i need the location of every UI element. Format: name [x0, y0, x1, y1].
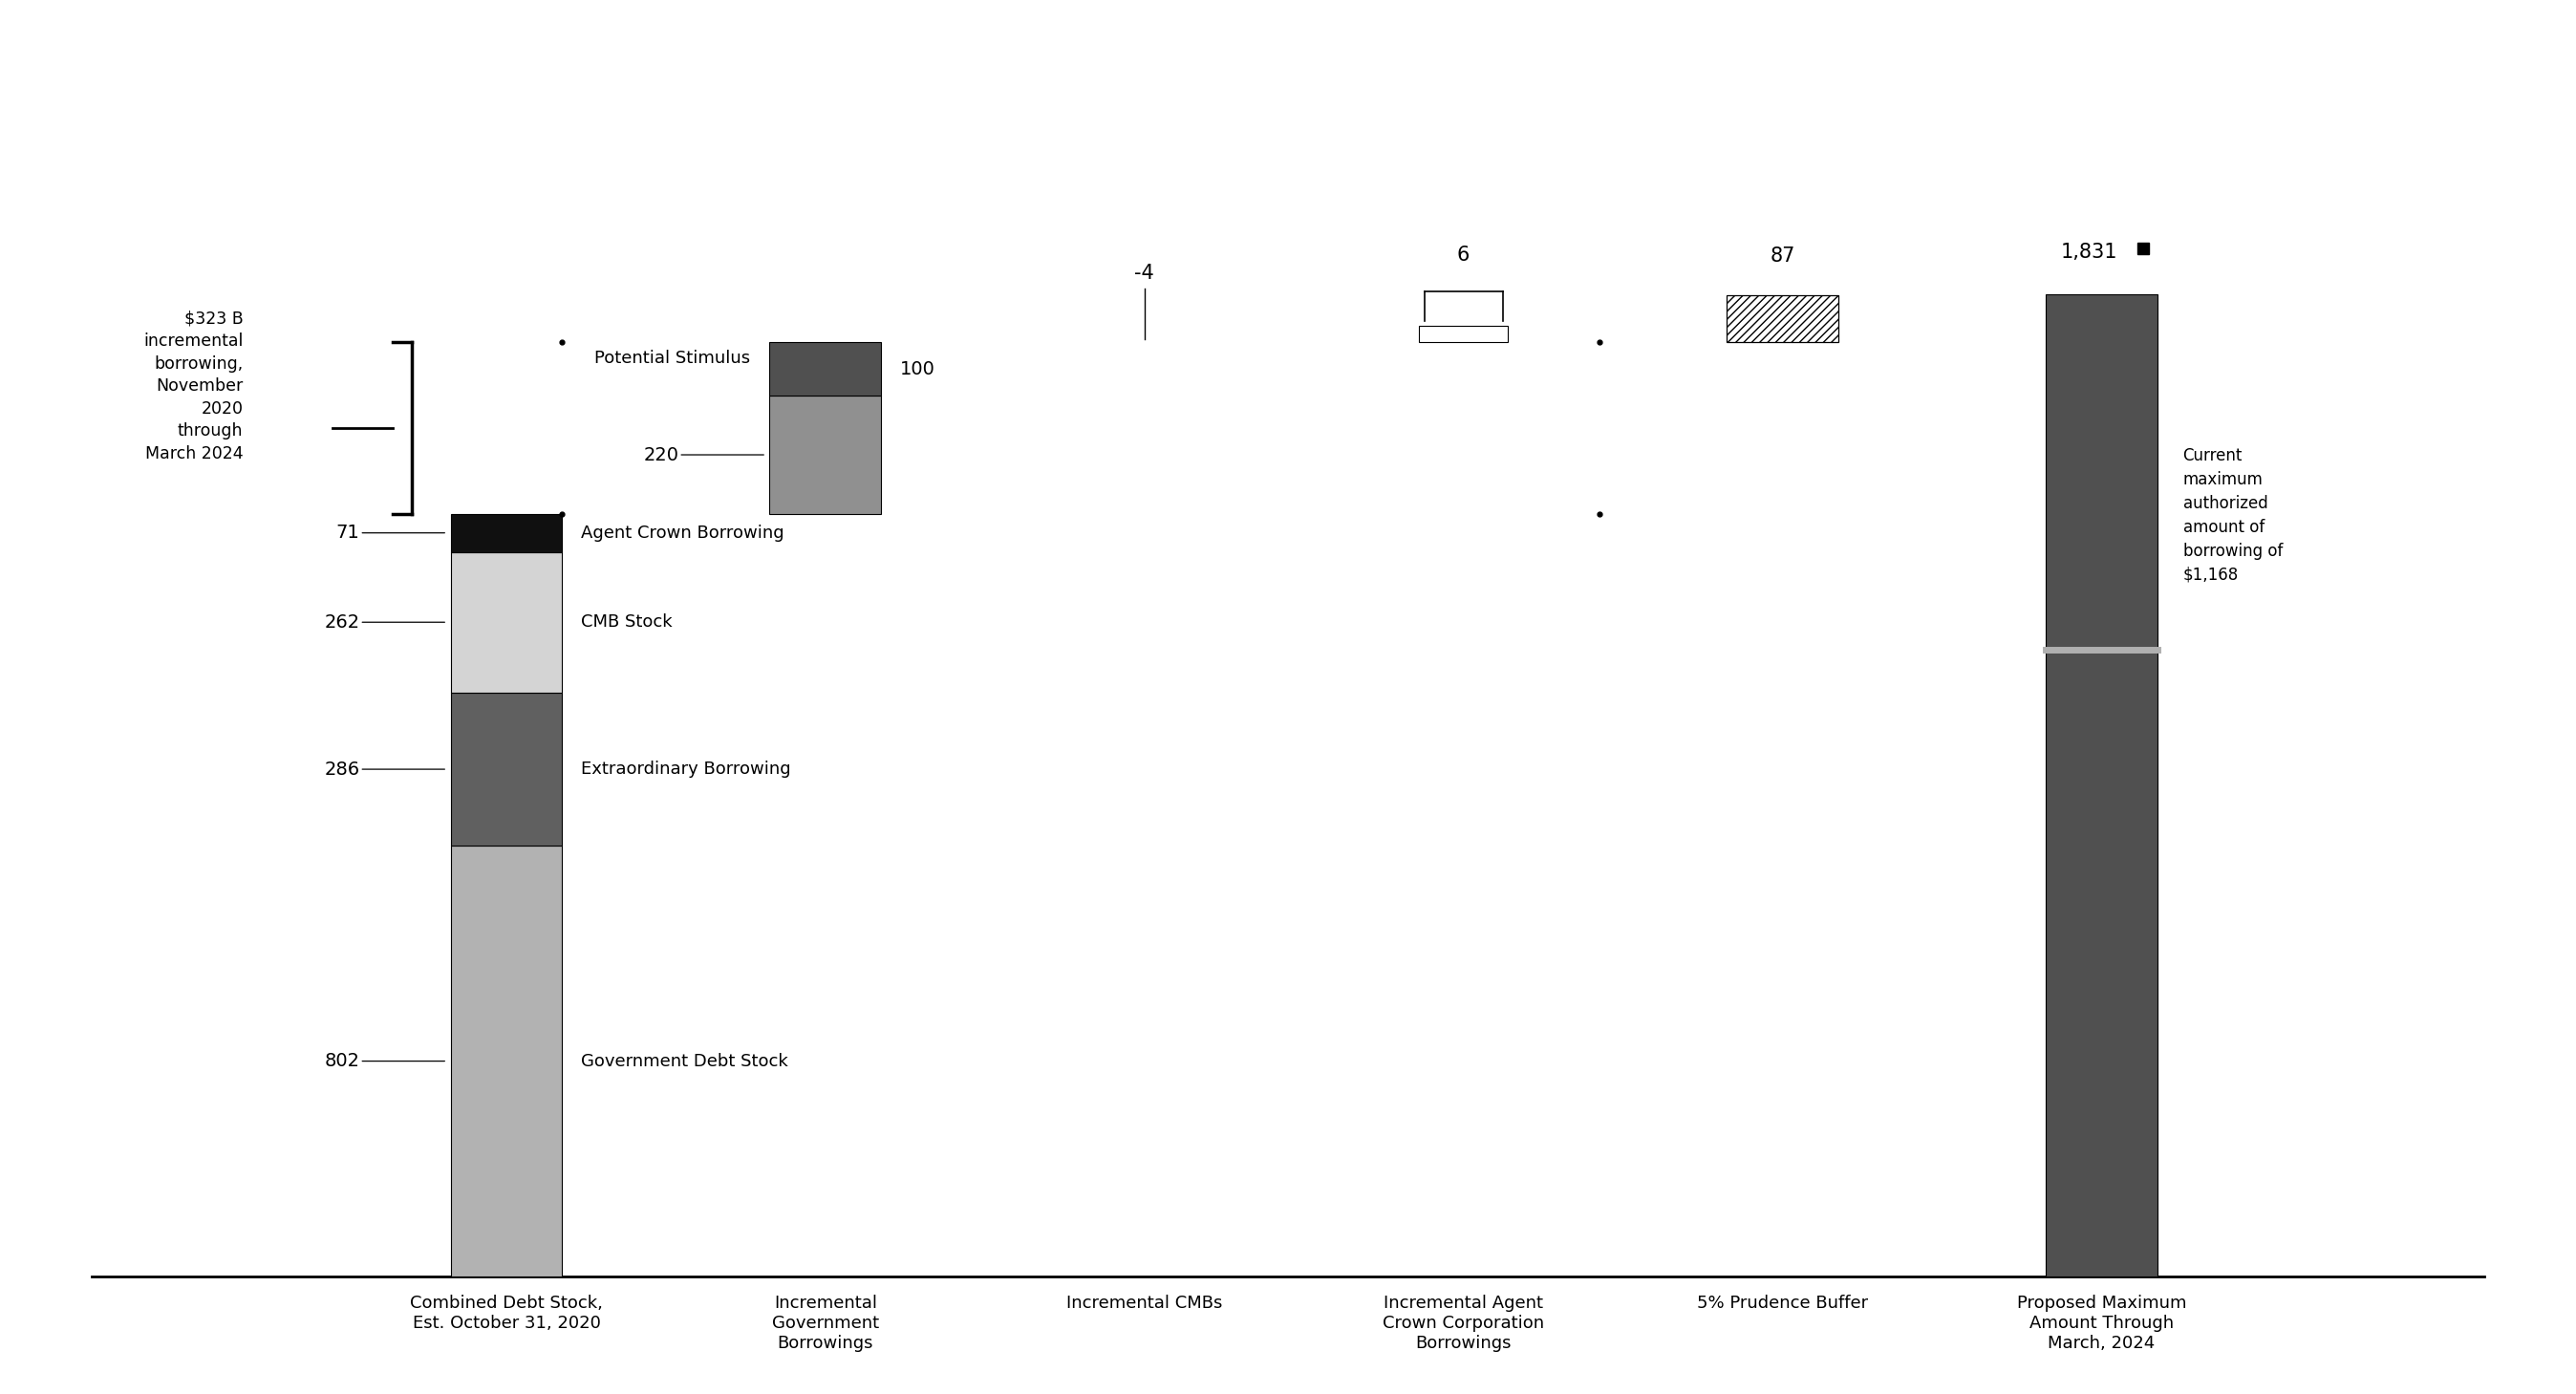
Bar — [770, 342, 881, 396]
Bar — [451, 693, 562, 846]
Text: Current
maximum
authorized
amount of
borrowing of
$1,168: Current maximum authorized amount of bor… — [2182, 447, 2282, 584]
Text: Government Debt Stock: Government Debt Stock — [582, 1052, 788, 1069]
Text: 802: 802 — [325, 1052, 446, 1071]
Text: 6: 6 — [1458, 245, 1471, 265]
Text: 220: 220 — [644, 446, 762, 464]
Text: 286: 286 — [325, 760, 446, 778]
Bar — [451, 552, 562, 693]
Text: Agent Crown Borrowing: Agent Crown Borrowing — [582, 524, 786, 541]
Bar — [451, 514, 562, 552]
Text: CMB Stock: CMB Stock — [582, 613, 672, 631]
Text: 100: 100 — [902, 360, 935, 378]
Text: 87: 87 — [1770, 247, 1795, 266]
Bar — [770, 396, 881, 514]
Text: Extraordinary Borrowing: Extraordinary Borrowing — [582, 761, 791, 778]
Text: 1,831: 1,831 — [2061, 243, 2117, 262]
Text: Potential Stimulus: Potential Stimulus — [595, 350, 750, 367]
Text: 262: 262 — [325, 613, 446, 631]
Text: 71: 71 — [335, 524, 446, 542]
Text: $323 B
incremental
borrowing,
November
2020
through
March 2024: $323 B incremental borrowing, November 2… — [144, 309, 242, 463]
Bar — [2045, 294, 2156, 1277]
Text: -4: -4 — [1133, 263, 1154, 283]
Bar — [1419, 326, 1507, 342]
Bar — [451, 846, 562, 1277]
Bar — [1726, 296, 1839, 342]
